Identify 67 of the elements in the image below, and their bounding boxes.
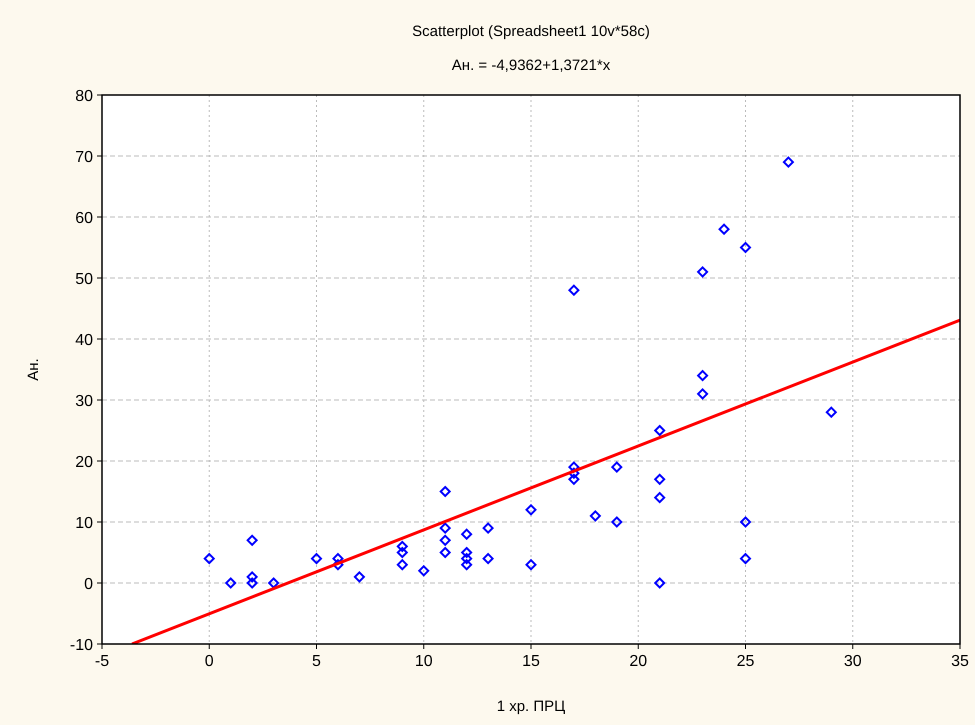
x-tick-label: 0 xyxy=(204,653,214,670)
point xyxy=(718,224,730,235)
point xyxy=(654,492,666,504)
point xyxy=(826,406,837,418)
point xyxy=(440,522,451,534)
point xyxy=(225,578,236,588)
point xyxy=(396,547,408,558)
y-tick-label: 70 xyxy=(75,149,94,166)
y-axis-title: Ан. xyxy=(25,358,42,381)
point xyxy=(611,462,622,473)
y-tick-label: 0 xyxy=(84,576,94,593)
point xyxy=(654,578,666,588)
point xyxy=(268,578,280,588)
x-tick-label: 10 xyxy=(414,653,433,670)
chart-subtitle: Ан. = -4,9362+1,3721*x xyxy=(452,57,611,74)
point xyxy=(526,504,536,516)
point xyxy=(482,553,494,564)
point xyxy=(590,510,601,522)
point xyxy=(396,540,408,552)
y-tick-label: 20 xyxy=(75,454,94,471)
y-tick-label: 30 xyxy=(75,393,94,410)
x-tick-label: 15 xyxy=(522,653,540,670)
chart-title: Scatterplot (Spreadsheet1 10v*58c) xyxy=(412,23,650,40)
y-tick-label: 10 xyxy=(75,515,94,532)
x-tick-label: 35 xyxy=(951,653,969,670)
point xyxy=(654,474,666,485)
point xyxy=(440,486,451,497)
point xyxy=(697,266,708,278)
point xyxy=(654,425,666,436)
y-tick-label: 80 xyxy=(75,88,94,105)
point xyxy=(246,578,258,588)
point xyxy=(354,571,365,582)
point xyxy=(740,516,751,528)
point xyxy=(611,516,622,528)
point xyxy=(461,553,472,564)
point xyxy=(526,559,536,570)
point xyxy=(396,559,408,570)
x-tick-label: -5 xyxy=(94,653,110,670)
point xyxy=(697,388,708,400)
point xyxy=(204,553,215,564)
point xyxy=(311,553,322,564)
point xyxy=(418,565,430,576)
x-tick-label: 30 xyxy=(844,653,862,670)
point xyxy=(332,559,344,570)
point xyxy=(246,571,258,582)
y-tick-label: -10 xyxy=(70,637,94,654)
point xyxy=(697,370,708,382)
point xyxy=(440,534,451,546)
point xyxy=(246,534,258,546)
point xyxy=(568,284,580,296)
x-axis-title: 1 хр. ПРЦ xyxy=(496,698,566,715)
point xyxy=(740,553,751,564)
point xyxy=(461,528,472,540)
point xyxy=(461,559,472,570)
x-tick-label: 5 xyxy=(312,653,322,670)
point xyxy=(461,547,472,558)
y-tick-label: 40 xyxy=(75,332,94,349)
y-tick-label: 50 xyxy=(75,271,94,288)
point xyxy=(568,462,580,473)
point xyxy=(568,474,580,485)
x-tick-label: 20 xyxy=(629,653,648,670)
point xyxy=(440,547,451,558)
x-tick-label: 25 xyxy=(736,653,754,670)
point xyxy=(782,156,794,168)
y-tick-label: 60 xyxy=(75,210,94,227)
point xyxy=(740,242,751,253)
point xyxy=(482,522,494,534)
